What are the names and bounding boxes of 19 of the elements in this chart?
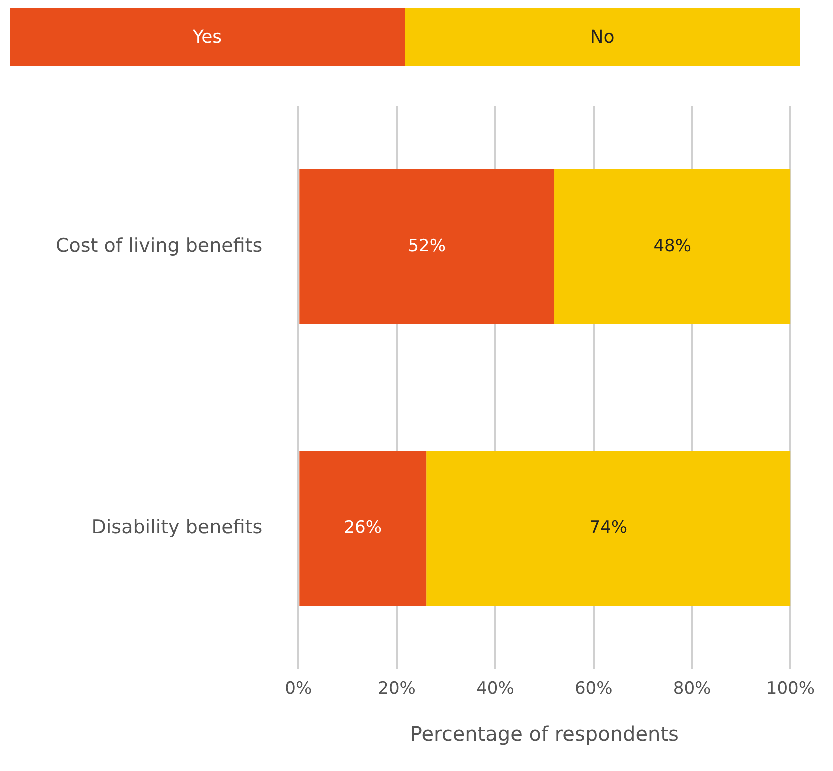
text: No xyxy=(590,26,615,48)
text: 26% xyxy=(344,518,382,538)
text: 52% xyxy=(408,236,446,256)
x-tick-label: 60% xyxy=(574,679,613,700)
bar xyxy=(300,451,427,606)
bar xyxy=(554,169,791,324)
x-tick-label: 100% xyxy=(766,679,816,700)
x-tick-label: 20% xyxy=(378,679,416,700)
x-tick-label: 0% xyxy=(285,679,312,700)
text: 74% xyxy=(590,518,628,538)
y-tick-label: Disability benefits xyxy=(92,516,263,539)
text: Yes xyxy=(192,26,222,48)
x-axis-title: Percentage of respondents xyxy=(410,722,679,746)
x-tick-label: 40% xyxy=(476,679,514,700)
text: 48% xyxy=(654,236,692,256)
x-tick-label: 80% xyxy=(673,679,712,700)
y-tick-label: Cost of living benefits xyxy=(56,234,263,257)
bar xyxy=(300,169,555,324)
bar xyxy=(426,451,791,606)
